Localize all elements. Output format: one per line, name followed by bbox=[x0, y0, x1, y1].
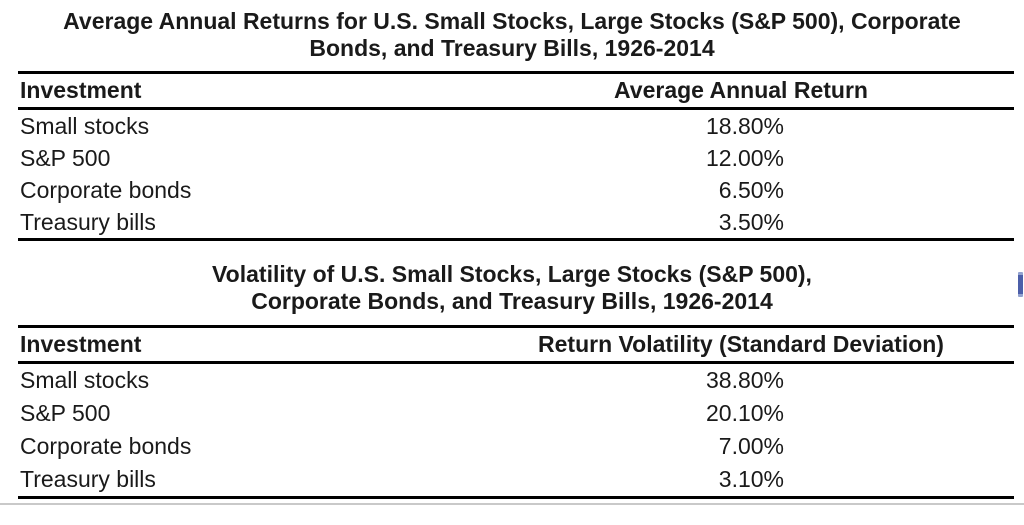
value-cell: 3.50% bbox=[718, 208, 784, 235]
returns-table-title: Average Annual Returns for U.S. Small St… bbox=[0, 8, 1024, 62]
volatility-title-line-1: Volatility of U.S. Small Stocks, Large S… bbox=[212, 261, 812, 287]
value-cell: 20.10% bbox=[705, 400, 784, 426]
scrollbar-thumb[interactable] bbox=[1018, 272, 1023, 297]
table-row: Corporate bonds 6.50% bbox=[18, 174, 1014, 206]
investment-cell: Corporate bonds bbox=[20, 433, 192, 459]
volatility-header-row: Investment Return Volatility (Standard D… bbox=[18, 326, 1014, 364]
value-cell: 38.80% bbox=[705, 367, 784, 393]
returns-header-row: Investment Average Annual Return bbox=[18, 72, 1014, 110]
table-row: S&P 500 12.00% bbox=[18, 142, 1014, 174]
table-row: Corporate bonds 7.00% bbox=[18, 430, 1014, 463]
investment-cell: S&P 500 bbox=[20, 144, 111, 171]
table-row: Treasury bills 3.50% bbox=[18, 206, 1014, 240]
table-row: Small stocks 38.80% bbox=[18, 363, 1014, 398]
column-header-investment: Investment bbox=[18, 326, 468, 364]
table-row: Small stocks 18.80% bbox=[18, 109, 1014, 143]
bottom-divider bbox=[0, 503, 1024, 505]
table-row: Treasury bills 3.10% bbox=[18, 463, 1014, 498]
investment-cell: Small stocks bbox=[20, 112, 150, 139]
returns-title-line-2: Bonds, and Treasury Bills, 1926-2014 bbox=[309, 35, 715, 61]
investment-cell: Corporate bonds bbox=[20, 176, 192, 203]
volatility-table-title: Volatility of U.S. Small Stocks, Large S… bbox=[0, 261, 1024, 315]
volatility-title-line-2: Corporate Bonds, and Treasury Bills, 192… bbox=[251, 288, 773, 314]
investment-cell: Treasury bills bbox=[20, 208, 156, 235]
column-header-average-annual-return: Average Annual Return bbox=[468, 72, 1014, 110]
returns-title-line-1: Average Annual Returns for U.S. Small St… bbox=[63, 8, 961, 34]
column-header-return-volatility: Return Volatility (Standard Deviation) bbox=[468, 326, 1014, 364]
value-cell: 18.80% bbox=[705, 112, 784, 139]
value-cell: 7.00% bbox=[718, 433, 784, 459]
value-cell: 6.50% bbox=[718, 176, 784, 203]
investment-cell: Small stocks bbox=[20, 367, 150, 393]
value-cell: 3.10% bbox=[718, 466, 784, 492]
value-cell: 12.00% bbox=[705, 144, 784, 171]
table-row: S&P 500 20.10% bbox=[18, 397, 1014, 430]
volatility-table: Investment Return Volatility (Standard D… bbox=[18, 325, 1014, 499]
investment-cell: S&P 500 bbox=[20, 400, 111, 426]
returns-table: Investment Average Annual Return Small s… bbox=[18, 71, 1014, 241]
column-header-investment: Investment bbox=[18, 72, 468, 110]
investment-cell: Treasury bills bbox=[20, 466, 156, 492]
